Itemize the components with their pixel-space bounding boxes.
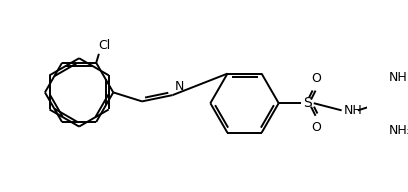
Text: NH: NH	[344, 104, 362, 117]
Text: O: O	[312, 121, 322, 134]
Text: S: S	[303, 96, 312, 110]
Text: O: O	[312, 72, 322, 85]
Text: Cl: Cl	[98, 39, 110, 52]
Text: NH: NH	[388, 71, 407, 84]
Text: NH₂: NH₂	[388, 124, 408, 137]
Text: N: N	[174, 80, 184, 93]
